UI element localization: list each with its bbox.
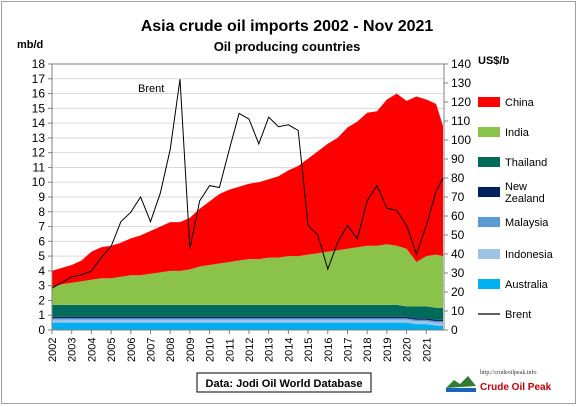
right-tick-label: 110 — [451, 114, 470, 128]
left-tick-label: 4 — [38, 264, 45, 278]
right-tick-label: 130 — [451, 76, 471, 90]
chart-title: Asia crude oil imports 2002 - Nov 2021 — [141, 18, 434, 35]
source-box — [196, 372, 372, 393]
hills-icon — [446, 376, 476, 388]
legend-label-australia: Australia — [505, 279, 549, 291]
legend-swatch-india — [478, 127, 500, 137]
x-tick-label: 2021 — [421, 338, 433, 362]
legend-swatch-thailand — [478, 157, 500, 167]
legend-label-india: India — [505, 127, 530, 139]
left-tick-label: 13 — [32, 131, 46, 145]
x-tick-label: 2015 — [303, 338, 315, 362]
left-tick-label: 1 — [38, 308, 45, 322]
x-tick-label: 2004 — [86, 338, 98, 362]
left-tick-label: 10 — [32, 175, 46, 189]
legend-label-line: Zealand — [505, 193, 545, 205]
area-indonesia — [52, 319, 443, 326]
legend-swatch-malaysia — [478, 217, 500, 227]
x-tick-label: 2016 — [323, 338, 335, 362]
x-tick-label: 2005 — [106, 338, 118, 362]
legend-label-malaysia: Malaysia — [505, 217, 549, 229]
x-tick-label: 2017 — [342, 338, 354, 362]
x-tick-label: 2019 — [382, 338, 394, 362]
x-tick-label: 2010 — [205, 338, 217, 362]
left-tick-label: 7 — [38, 220, 45, 234]
legend-swatch-china — [478, 97, 500, 107]
x-tick-label: 2007 — [145, 338, 157, 362]
axes: 0123456789101112131415161718010203040506… — [32, 57, 472, 362]
legend-label-brent: Brent — [505, 309, 531, 321]
x-tick-label: 2009 — [185, 338, 197, 362]
x-tick-label: 2002 — [47, 338, 59, 362]
x-tick-label: 2006 — [126, 338, 138, 362]
right-tick-label: 100 — [451, 133, 471, 147]
x-tick-label: 2018 — [362, 338, 374, 362]
left-axis-unit: mb/d — [17, 39, 43, 51]
right-tick-label: 30 — [451, 266, 465, 280]
legend-label-line: New — [505, 181, 527, 193]
legend-label-indonesia: Indonesia — [505, 249, 554, 261]
left-tick-label: 8 — [38, 205, 45, 219]
watermark-url: http://crudeoilpeak.info — [480, 369, 536, 376]
legend-swatch-indonesia — [478, 249, 500, 259]
x-tick-label: 2011 — [224, 338, 236, 362]
left-tick-label: 16 — [32, 87, 46, 101]
x-tick-label: 2014 — [283, 338, 295, 362]
right-tick-label: 140 — [451, 57, 471, 71]
water-icon — [446, 388, 476, 392]
area-thailand — [52, 304, 443, 320]
left-tick-label: 2 — [38, 293, 45, 307]
left-tick-label: 6 — [38, 234, 45, 248]
left-tick-label: 9 — [38, 190, 45, 204]
left-tick-label: 17 — [32, 72, 46, 86]
right-axis-unit: US$/b — [478, 55, 509, 67]
legend-label-thailand: Thailand — [505, 157, 547, 169]
right-tick-label: 20 — [451, 285, 465, 299]
x-tick-label: 2012 — [244, 338, 256, 362]
legend-swatch-new-zealand — [478, 187, 500, 197]
x-tick-label: 2003 — [67, 338, 79, 362]
right-tick-label: 120 — [451, 95, 471, 109]
left-tick-label: 18 — [32, 57, 46, 71]
right-tick-label: 50 — [451, 228, 465, 242]
line-brent — [51, 79, 444, 289]
right-tick-label: 0 — [451, 323, 458, 337]
x-tick-label: 2020 — [402, 338, 414, 362]
legend-swatch-australia — [478, 279, 500, 289]
right-tick-label: 40 — [451, 247, 465, 261]
plot-area — [51, 63, 444, 331]
area-new-zealand — [52, 316, 443, 322]
right-tick-label: 90 — [451, 152, 465, 166]
area-australia — [52, 322, 443, 330]
legend: China India Thailand New Zealand Malaysia Indo… — [478, 97, 554, 321]
x-tick-label: 2008 — [165, 338, 177, 362]
crude-oil-peak-logo: http://crudeoilpeak.info Crude Oil Peak — [446, 369, 552, 393]
right-tick-label: 70 — [451, 190, 465, 204]
left-tick-label: 12 — [32, 146, 46, 160]
left-tick-label: 14 — [32, 116, 46, 130]
watermark-logo-text: Crude Oil Peak — [480, 382, 552, 393]
left-tick-label: 11 — [33, 160, 46, 174]
legend-label-china: China — [505, 97, 535, 109]
left-tick-label: 5 — [38, 249, 45, 263]
left-tick-label: 3 — [38, 279, 45, 293]
area-china — [52, 93, 443, 288]
legend-label-new-zealand: New Zealand — [505, 181, 545, 205]
area-india — [52, 244, 443, 308]
x-tick-label: 2013 — [264, 338, 276, 362]
source-label: Data: Jodi Oil World Database — [206, 378, 363, 390]
right-tick-label: 10 — [451, 304, 465, 318]
right-tick-label: 60 — [451, 209, 465, 223]
brent-annotation: Brent — [138, 83, 164, 95]
left-tick-label: 15 — [32, 101, 46, 115]
area-malaysia — [52, 318, 443, 323]
chart-subtitle: Oil producing countries — [214, 39, 361, 54]
left-tick-label: 0 — [38, 323, 45, 337]
right-tick-label: 80 — [451, 171, 465, 185]
